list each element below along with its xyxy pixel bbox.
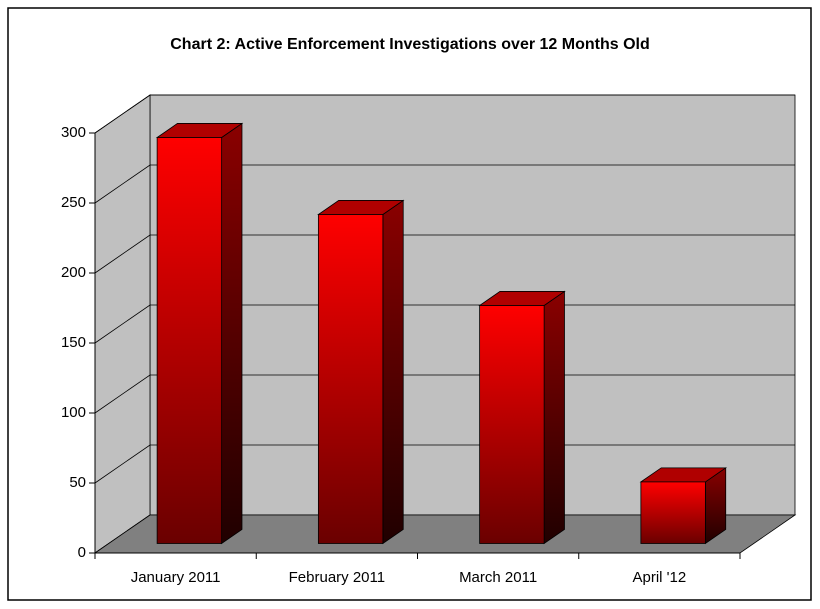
- bar: [156, 137, 223, 544]
- grid-line: [94, 374, 795, 414]
- grid-line: [94, 164, 795, 204]
- grid-line: [94, 234, 795, 274]
- x-tick-label: January 2011: [131, 569, 221, 586]
- bar: [317, 214, 384, 544]
- plot-area: 0 50 100 150 200 250 300 January 2011 February 2…: [61, 94, 797, 586]
- x-tick-label: April '12: [633, 569, 687, 586]
- x-tick-label: February 2011: [289, 569, 385, 586]
- bar-side: [543, 290, 565, 545]
- grid-line: [94, 304, 795, 344]
- y-tick-label: 150: [61, 334, 86, 351]
- bar-side: [382, 199, 404, 545]
- grid-line: [94, 444, 795, 484]
- x-tick-label: March 2011: [459, 569, 537, 586]
- chart-title: Chart 2: Active Enforcement Investigatio…: [170, 36, 650, 53]
- grid-line: [94, 94, 795, 134]
- bar: [479, 305, 545, 544]
- y-tick-label: 0: [78, 544, 86, 561]
- y-tick-label: 200: [61, 264, 86, 281]
- bar: [640, 481, 706, 544]
- y-tick-label: 100: [61, 404, 86, 421]
- y-tick-label: 50: [69, 474, 86, 491]
- bar-side: [221, 122, 243, 545]
- y-tick-label: 250: [61, 194, 86, 211]
- y-tick-label: 300: [61, 124, 86, 141]
